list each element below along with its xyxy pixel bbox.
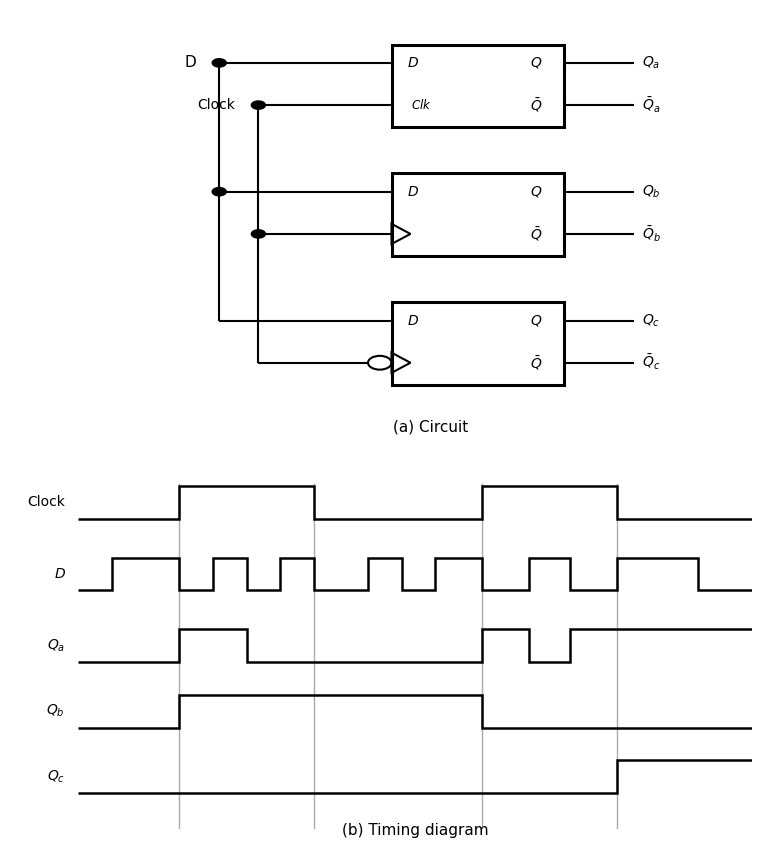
Text: Q: Q <box>531 185 542 199</box>
Bar <box>392 302 564 385</box>
Text: D: D <box>184 55 196 71</box>
Bar <box>392 44 564 128</box>
Circle shape <box>212 187 226 196</box>
Text: $\bar{Q}_c$: $\bar{Q}_c$ <box>642 353 660 372</box>
Text: D: D <box>408 314 419 327</box>
Text: $Q_a$: $Q_a$ <box>46 637 65 653</box>
Text: $\bar{Q}_a$: $\bar{Q}_a$ <box>642 95 660 115</box>
Circle shape <box>251 230 265 238</box>
Text: Q: Q <box>531 56 542 70</box>
Text: D: D <box>408 185 419 199</box>
Text: $\bar{Q}$: $\bar{Q}$ <box>530 354 543 371</box>
Text: Clock: Clock <box>27 496 65 509</box>
Text: $Q_b$: $Q_b$ <box>642 183 661 200</box>
Circle shape <box>368 356 392 370</box>
Text: $\bar{Q}$: $\bar{Q}$ <box>530 225 543 243</box>
Bar <box>392 174 564 256</box>
Text: $\bar{Q}_b$: $\bar{Q}_b$ <box>642 224 661 244</box>
Text: (a) Circuit: (a) Circuit <box>393 419 468 434</box>
Text: $Q_c$: $Q_c$ <box>47 769 65 785</box>
Text: Clock: Clock <box>197 98 235 112</box>
Text: $\mathit{Clk}$: $\mathit{Clk}$ <box>411 98 431 112</box>
Text: $Q_c$: $Q_c$ <box>642 313 660 329</box>
Circle shape <box>212 59 226 67</box>
Text: Q: Q <box>531 314 542 327</box>
Text: D: D <box>408 56 419 70</box>
Text: $\bar{Q}$: $\bar{Q}$ <box>530 96 543 114</box>
Text: $Q_b$: $Q_b$ <box>46 703 65 719</box>
Text: (b) Timing diagram: (b) Timing diagram <box>341 823 489 838</box>
Text: D: D <box>54 567 65 581</box>
Circle shape <box>251 101 265 109</box>
Text: $Q_a$: $Q_a$ <box>642 55 660 71</box>
